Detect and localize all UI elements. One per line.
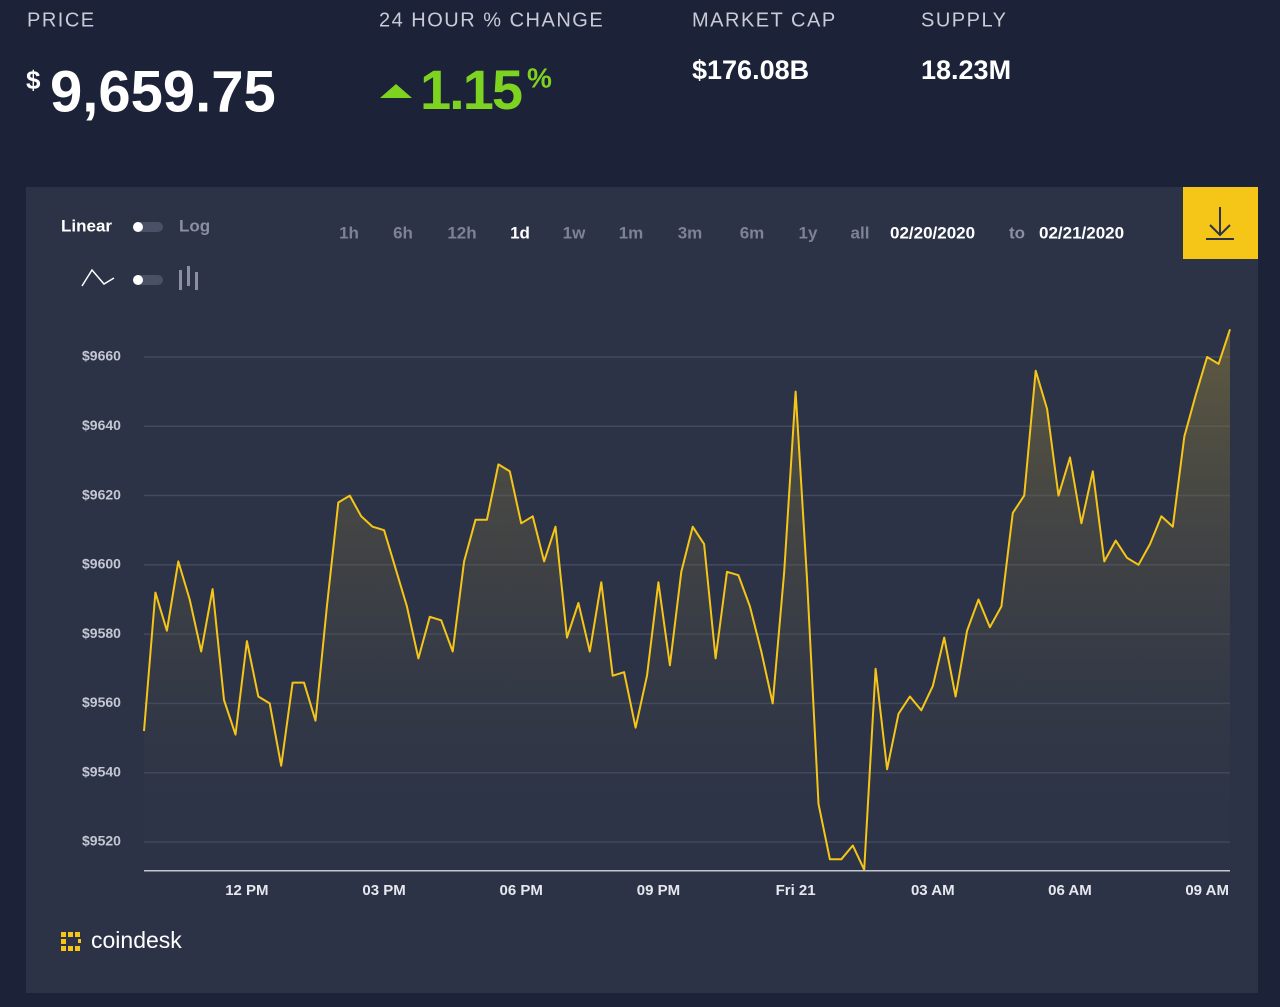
range-button[interactable]: 1h <box>339 223 359 242</box>
y-tick-label: $9560 <box>82 694 121 710</box>
plot: $9520 $9540 $9560 $9580 $9600 $9620 $9640 $9660… <box>82 328 1231 899</box>
range-button[interactable]: 1w <box>563 223 586 242</box>
change-unit: % <box>527 62 552 93</box>
bars-icon[interactable] <box>179 266 198 290</box>
line-icon[interactable] <box>81 268 115 287</box>
price-label: PRICE <box>27 9 96 31</box>
range-button[interactable]: 1d <box>510 223 530 242</box>
range-button[interactable]: 6h <box>393 223 413 242</box>
brand-name: coindesk <box>91 927 182 953</box>
x-tick-label: 06 PM <box>500 882 543 899</box>
y-tick-label: $9640 <box>82 417 121 433</box>
supply-label: SUPPLY <box>921 9 1007 31</box>
toggle-knob <box>133 275 143 285</box>
line-area <box>144 329 1230 870</box>
change-label: 24 HOUR % CHANGE <box>379 9 604 31</box>
date-separator: to <box>1009 223 1025 242</box>
x-tick-label: 09 PM <box>637 882 680 899</box>
scale-option[interactable]: Linear <box>61 216 112 235</box>
y-tick-label: $9600 <box>82 556 121 572</box>
supply: 18.23M <box>921 55 1011 85</box>
download-icon <box>1206 207 1234 240</box>
change: 1.15 <box>420 58 522 121</box>
scale-option[interactable]: Log <box>179 216 210 235</box>
x-tick-label: 03 PM <box>362 882 405 899</box>
range-button[interactable]: 1y <box>799 223 818 242</box>
range-button[interactable]: 3m <box>678 223 703 242</box>
y-tick-label: $9620 <box>82 486 121 502</box>
market-cap: $176.08B <box>692 55 809 85</box>
x-tick-label: Fri 21 <box>776 882 816 899</box>
price-line <box>143 328 1231 871</box>
up-arrow <box>380 84 412 98</box>
range-button[interactable]: 12h <box>447 223 476 242</box>
x-tick-label: 06 AM <box>1048 882 1092 899</box>
currency-sign: $ <box>26 65 41 95</box>
y-tick-label: $9520 <box>82 833 121 849</box>
y-tick-label: $9660 <box>82 348 121 364</box>
range-button[interactable]: all <box>851 223 870 242</box>
x-tick-label: 03 AM <box>911 882 955 899</box>
x-tick-label: 09 AM <box>1185 882 1229 899</box>
y-tick-label: $9540 <box>82 763 121 779</box>
y-tick-label: $9580 <box>82 625 121 641</box>
price: 9,659.75 <box>50 59 276 124</box>
toggle-knob <box>133 222 143 232</box>
range-button[interactable]: 6m <box>740 223 765 242</box>
date-from[interactable]: 02/20/2020 <box>890 223 975 242</box>
market-cap-label: MARKET CAP <box>692 9 837 31</box>
date-to[interactable]: 02/21/2020 <box>1039 223 1124 242</box>
x-tick-label: 12 PM <box>225 882 268 899</box>
brand-logo <box>61 932 81 951</box>
range-button[interactable]: 1m <box>619 223 644 242</box>
